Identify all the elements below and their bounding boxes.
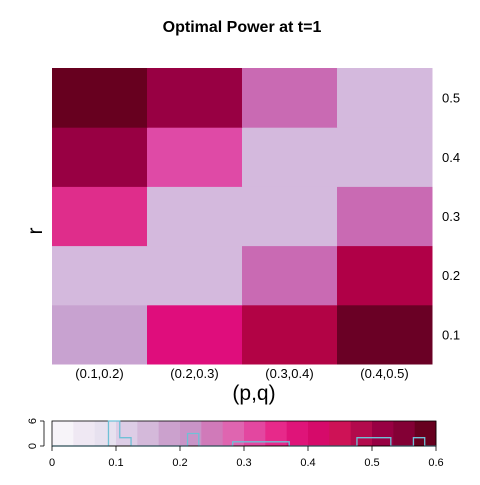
colorbar-swatch — [393, 421, 416, 446]
colorbar-tick-label: 0.5 — [364, 457, 379, 469]
heatmap-cells — [52, 68, 433, 365]
heatmap-cell-r0.5-c2 — [147, 68, 243, 128]
colorbar-tick-label: 0.1 — [108, 457, 123, 469]
heatmap-cell-r0.1-c3 — [242, 304, 338, 365]
y-tick-label: 0.4 — [442, 150, 460, 165]
colorbar-swatch — [244, 421, 266, 446]
y-tick-label: 0.2 — [442, 268, 460, 283]
heatmap-cell-r0.3-c3 — [242, 186, 338, 247]
x-axis-label: (p,q) — [232, 382, 275, 405]
colorbar-swatch — [158, 421, 181, 446]
colorbar — [51, 420, 437, 447]
x-tick-labels: (0.1,0.2) (0.2,0.3) (0.3,0.4) (0.4,0.5) — [75, 366, 408, 381]
colorbar-swatch — [52, 421, 74, 446]
heatmap-cell-r0.2-c4 — [337, 245, 433, 306]
heatmap-cell-r0.3-c4 — [337, 186, 433, 247]
colorbar-swatch — [414, 421, 437, 446]
colorbar-histogram — [52, 420, 436, 447]
heatmap-cell-r0.3-c1 — [52, 186, 148, 247]
histogram-tick-label: 6 — [27, 418, 39, 424]
colorbar-swatch — [201, 421, 224, 446]
colorbar-tick-label: 0.2 — [172, 457, 187, 469]
colorbar-tick-label: 0.3 — [236, 457, 251, 469]
heatmap-cell-r0.2-c3 — [242, 245, 338, 306]
colorbar-swatch — [308, 421, 330, 446]
heatmap-cell-r0.2-c1 — [52, 245, 148, 306]
y-axis-label: r — [24, 228, 47, 235]
colorbar-swatch — [94, 421, 117, 446]
heatmap-cell-r0.4-c1 — [52, 127, 148, 187]
heatmap-cell-r0.1-c2 — [147, 304, 243, 365]
colorbar-swatch — [265, 421, 288, 446]
colorbar-axis: 0 0.1 0.2 0.3 0.4 0.5 0.6 — [49, 445, 444, 469]
heatmap-cell-r0.5-c1 — [52, 68, 148, 128]
histogram-axis: 06 — [27, 418, 45, 449]
colorbar-swatch — [329, 421, 352, 446]
heatmap-cell-r0.4-c2 — [147, 127, 243, 187]
colorbar-swatch — [286, 421, 309, 446]
heatmap-cell-r0.1-c1 — [52, 304, 148, 365]
colorbar-tick-label: 0 — [49, 457, 55, 469]
heatmap-cell-r0.2-c2 — [147, 245, 243, 306]
colorbar-swatch — [350, 421, 373, 446]
histogram-tick-label: 0 — [27, 443, 39, 449]
x-tick-label: (0.2,0.3) — [170, 366, 218, 381]
heatmap-cell-r0.4-c3 — [242, 127, 338, 187]
colorbar-swatch — [116, 421, 138, 446]
colorbar-swatch — [137, 421, 160, 446]
chart-title: Optimal Power at t=1 — [163, 19, 322, 36]
y-tick-label: 0.3 — [442, 209, 460, 224]
heatmap-cell-r0.5-c3 — [242, 68, 338, 128]
colorbar-swatch — [222, 421, 245, 446]
heatmap-cell-r0.4-c4 — [337, 127, 433, 187]
colorbar-swatch — [372, 421, 394, 446]
y-tick-labels: 0.1 0.2 0.3 0.4 0.5 — [442, 91, 460, 343]
colorbar-tick-label: 0.4 — [300, 457, 315, 469]
x-tick-label: (0.3,0.4) — [265, 366, 313, 381]
x-tick-label: (0.1,0.2) — [75, 366, 123, 381]
heatmap-cell-r0.1-c4 — [337, 304, 433, 365]
colorbar-swatch — [73, 421, 96, 446]
colorbar-histogram-line — [52, 420, 436, 447]
heatmap-cell-r0.5-c4 — [337, 68, 433, 128]
y-tick-label: 0.5 — [442, 91, 460, 106]
y-tick-label: 0.1 — [442, 327, 460, 342]
colorbar-tick-label: 0.6 — [428, 457, 443, 469]
heatmap-cell-r0.3-c2 — [147, 186, 243, 247]
x-tick-label: (0.4,0.5) — [360, 366, 408, 381]
